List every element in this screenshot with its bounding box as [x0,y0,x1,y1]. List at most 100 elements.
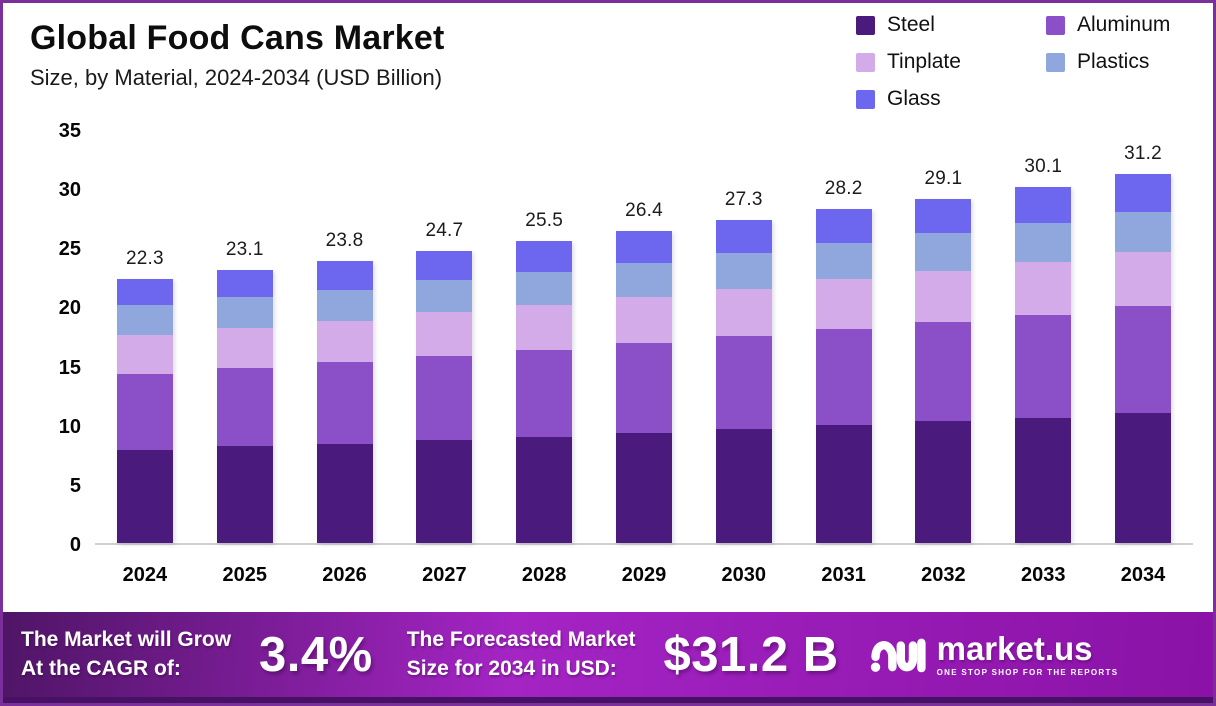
bar-segment-steel [615,433,672,543]
page-subtitle: Size, by Material, 2024-2034 (USD Billio… [30,65,443,91]
stacked-bar-2033 [1015,187,1072,543]
y-tick-15: 15 [58,356,81,379]
bar-segment-glass [216,269,273,297]
bar-segment-aluminum [815,328,872,425]
legend-swatch-steel [856,15,875,35]
legend-label: Aluminum [1077,13,1171,36]
legend-item-steel: Steel [856,13,1046,37]
stacked-bar-2031 [815,209,872,543]
bar-column-2031: 28.2 [794,131,894,543]
bar-segment-steel [116,449,173,543]
brand-tagline: ONE STOP SHOP FOR THE REPORTS [936,668,1119,677]
bar-column-2030: 27.3 [694,131,794,543]
bar-segment-tinplate [615,297,672,344]
cagr-label: The Market will Grow At the CAGR of: [21,626,231,683]
bar-segment-aluminum [116,373,173,450]
chart-header: Global Food Cans Market Size, by Materia… [30,19,445,91]
bar-segment-steel [316,443,373,543]
bar-segment-aluminum [615,343,672,433]
bar-segment-glass [316,261,373,290]
bar-segment-steel [1015,417,1072,543]
bar-total-label: 23.1 [225,238,264,260]
bar-segment-steel [416,440,473,543]
bar-column-2033: 30.1 [993,131,1093,543]
bar-column-2026: 23.8 [295,131,395,543]
bar-segment-tinplate [316,320,373,363]
cagr-label-line2: At the CAGR of: [21,656,181,680]
stacked-bar-2028 [516,241,573,543]
stacked-bar-2030 [715,220,772,543]
bar-segment-tinplate [715,288,772,337]
forecast-value: $31.2 B [663,627,839,682]
cagr-value: 3.4% [259,627,373,682]
bar-segment-aluminum [1115,306,1172,413]
bar-segment-plastics [516,272,573,306]
bar-segment-plastics [615,262,672,298]
bar-total-label: 28.2 [824,178,863,200]
legend-item-plastics: Plastics [1046,50,1170,74]
legend-swatch-plastics [1046,52,1065,72]
bar-segment-plastics [316,289,373,321]
bar-segment-plastics [815,242,872,280]
bar-segment-glass [915,198,972,234]
bar-segment-aluminum [216,367,273,446]
y-tick-5: 5 [69,474,81,497]
bar-column-2028: 25.5 [494,131,594,543]
legend-swatch-tinplate [856,52,875,72]
y-tick-35: 35 [58,120,81,142]
bar-segment-plastics [915,233,972,271]
bar-segment-steel [815,424,872,543]
bar-segment-steel [1115,412,1172,543]
x-tick-2025: 2025 [222,564,267,586]
stacked-bar-2029 [615,230,672,543]
bar-segment-aluminum [416,356,473,441]
x-tick-2024: 2024 [122,564,168,586]
footer-banner: The Market will Grow At the CAGR of: 3.4… [3,612,1213,697]
x-tick-2032: 2032 [921,564,966,586]
market-us-logo: market.us ONE STOP SHOP FOR THE REPORTS [869,632,1119,678]
stacked-bar-2024 [116,279,173,543]
chart-legend: Steel Aluminum Tinplate Plastics Glass [856,13,1170,111]
bar-segment-glass [615,230,672,263]
x-tick-2029: 2029 [621,564,667,586]
brand-name: market.us [936,630,1093,667]
bar-column-2024: 22.3 [95,131,195,543]
bar-segment-tinplate [116,334,173,374]
bar-segment-aluminum [1015,314,1072,418]
market-us-logo-icon [870,638,926,672]
bar-segment-aluminum [316,362,373,444]
x-tick-2026: 2026 [322,564,367,586]
bar-segment-tinplate [1015,261,1072,315]
bar-segment-tinplate [915,270,972,322]
x-tick-2028: 2028 [521,564,567,586]
bar-total-label: 23.8 [325,230,364,252]
legend-label: Plastics [1077,50,1150,73]
legend-item-glass: Glass [856,87,1046,111]
y-tick-25: 25 [58,238,81,261]
x-axis-labels: 2024 2025 2026 2027 2028 2029 2030 2031 2032 2033… [95,564,1193,587]
bar-segment-steel [915,421,972,543]
bar-column-2029: 26.4 [594,131,694,543]
y-tick-0: 0 [69,534,81,556]
x-tick-2034: 2034 [1120,564,1166,586]
bar-segment-glass [116,279,173,306]
y-tick-30: 30 [58,179,81,202]
bar-segment-glass [1115,173,1172,212]
bar-segment-glass [1015,187,1072,223]
bar-column-2025: 23.1 [195,131,295,543]
bar-segment-plastics [1015,222,1072,262]
y-tick-20: 20 [58,297,81,320]
bar-segment-steel [715,429,772,543]
stacked-bar-2032 [915,198,972,543]
x-tick-2031: 2031 [821,564,866,586]
bar-total-label: 22.3 [126,248,164,270]
bar-segment-plastics [416,280,473,313]
bar-total-label: 27.3 [724,189,763,211]
legend-label: Steel [887,13,935,36]
forecast-label-line2: Size for 2034 in USD: [406,656,617,680]
stacked-bar-2025 [216,269,273,543]
bar-segment-tinplate [815,279,872,329]
bar-segment-aluminum [516,350,573,437]
legend-label: Glass [887,87,941,110]
